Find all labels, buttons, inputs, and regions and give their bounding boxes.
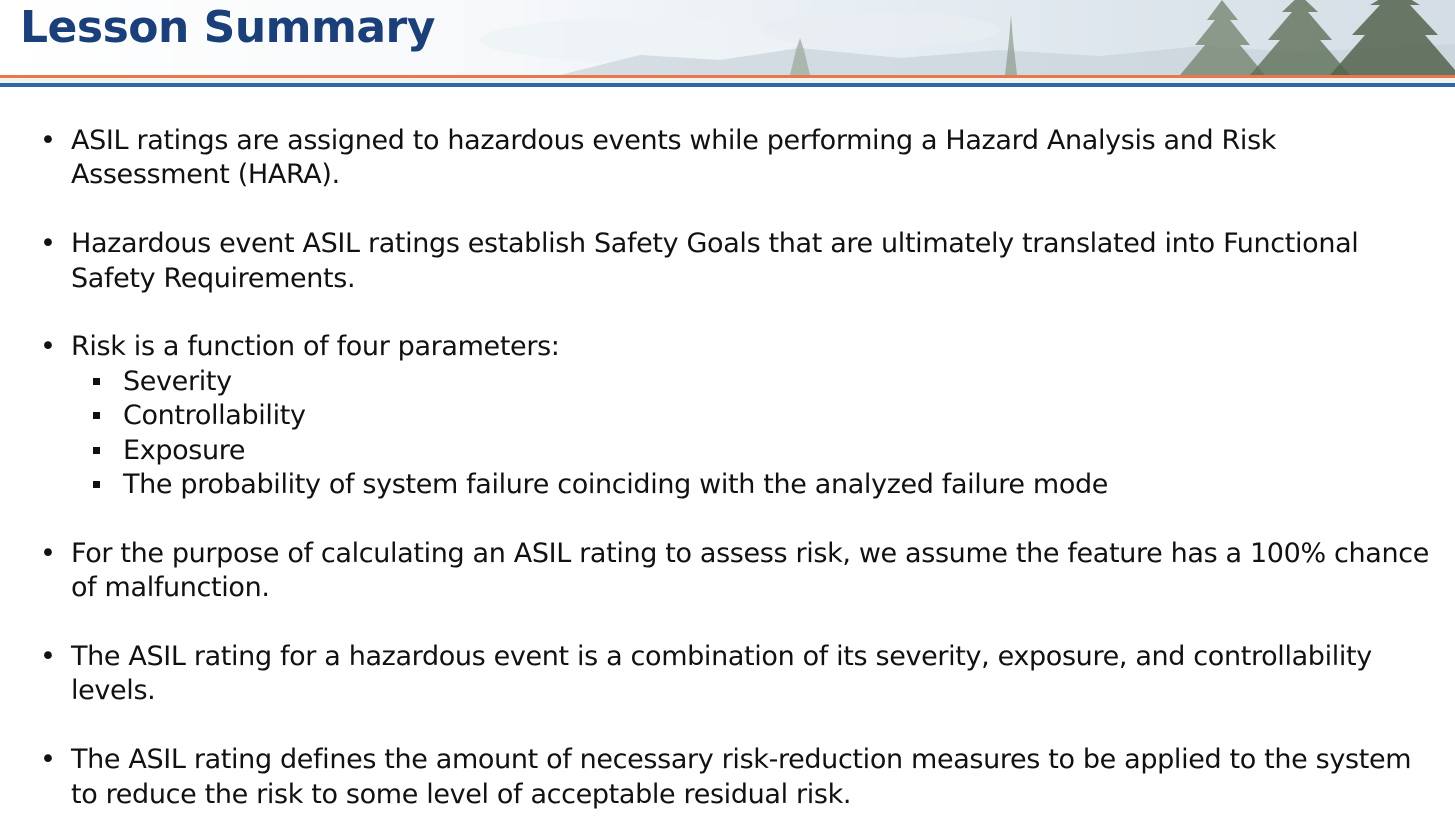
bullet-dot-icon: • [40,744,56,776]
square-bullet-icon [93,412,100,420]
bullet-dot-icon: • [40,641,56,673]
sub-bullet-list: Severity Controllability Exposure The pr… [71,365,1440,503]
sub-list-item-text: Exposure [123,434,246,466]
header-banner: Lesson Summary [0,0,1455,75]
list-item-text: For the purpose of calculating an ASIL r… [71,537,1429,604]
sub-list-item-text: Severity [123,365,232,397]
list-item-text: Hazardous event ASIL ratings establish S… [71,228,1359,294]
bullet-dot-icon: • [40,125,56,156]
list-item: • The ASIL rating defines the amount of … [40,743,1440,812]
sub-list-item-text: Controllability [123,400,306,432]
square-bullet-icon [93,377,100,385]
bullet-dot-icon: • [40,537,56,569]
sub-list-item: Controllability [71,399,1440,433]
list-item-text: The ASIL rating for a hazardous event is… [71,641,1372,707]
list-item-text: The ASIL rating defines the amount of ne… [71,744,1412,810]
header-rule-gap [0,78,1455,83]
list-item: • Risk is a function of four parameters:… [40,330,1440,502]
sub-list-item: Severity [71,365,1440,399]
header-tree-image [0,0,1455,75]
list-item: • ASIL ratings are assigned to hazardous… [40,124,1440,193]
list-item-text: Risk is a function of four parameters: [71,331,560,363]
list-item: • For the purpose of calculating an ASIL… [40,537,1440,606]
bullet-dot-icon: • [40,331,56,363]
sub-list-item: Exposure [71,434,1440,468]
header-rule-blue [0,83,1455,87]
header-rule-orange [0,75,1455,78]
square-bullet-icon [93,481,100,489]
list-item: • Hazardous event ASIL ratings establish… [40,227,1440,296]
list-item-text: ASIL ratings are assigned to hazardous e… [71,125,1277,191]
bullet-dot-icon: • [40,228,56,260]
bullet-list: • ASIL ratings are assigned to hazardous… [40,124,1440,812]
sub-list-item-text: The probability of system failure coinci… [123,469,1109,501]
sub-list-item: The probability of system failure coinci… [71,468,1440,502]
square-bullet-icon [93,446,100,454]
list-item: • The ASIL rating for a hazardous event … [40,640,1440,709]
page-title: Lesson Summary [20,2,435,53]
